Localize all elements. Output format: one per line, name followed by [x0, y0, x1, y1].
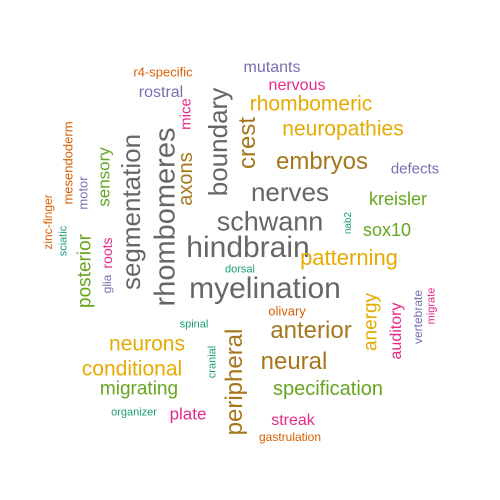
word-specification: specification — [272, 378, 384, 400]
word-hindbrain: hindbrain — [186, 231, 310, 264]
word-posterior: posterior — [74, 234, 96, 308]
word-schwann: schwann — [216, 206, 324, 237]
word-crest: crest — [234, 116, 261, 170]
word-boundary: boundary — [203, 87, 233, 197]
word-roots: roots — [99, 237, 115, 269]
word-olivary: olivary — [268, 303, 306, 319]
word-embryos: embryos — [275, 148, 369, 175]
word-sciatic: sciatic — [57, 225, 70, 257]
word-dorsal: dorsal — [225, 263, 255, 276]
word-spinal: spinal — [179, 318, 209, 331]
word-neural: neural — [260, 348, 328, 375]
word-sox10: sox10 — [362, 220, 412, 240]
word-mesendoderm: mesendoderm — [60, 121, 76, 205]
word-kreisler: kreisler — [368, 189, 428, 209]
word-migrate: migrate — [425, 287, 438, 325]
word-glia: glia — [100, 274, 114, 294]
word-defects: defects — [390, 160, 440, 178]
word-auditory: auditory — [388, 302, 405, 360]
word-vertebrate: vertebrate — [411, 289, 425, 345]
word-gastrulation: gastrulation — [258, 430, 322, 444]
word-neuropathies: neuropathies — [282, 117, 404, 141]
word-cranial: cranial — [206, 345, 219, 379]
word-anergy: anergy — [360, 292, 382, 352]
word-nerves: nerves — [250, 177, 330, 207]
word-axons: axons — [175, 152, 197, 206]
word-plate: plate — [169, 404, 207, 424]
word-nab2: nab2 — [343, 211, 354, 235]
word-anterior: anterior — [270, 317, 352, 344]
word-migrating: migrating — [99, 378, 179, 400]
word-myelination: myelination — [189, 272, 341, 305]
word-patterning: patterning — [300, 245, 398, 270]
word-neurons: neurons — [109, 332, 185, 356]
word-r4-specific: r4-specific — [133, 64, 193, 80]
word-organizer: organizer — [111, 406, 157, 419]
word-motor: motor — [75, 176, 91, 210]
word-peripheral: peripheral — [221, 328, 248, 436]
word-sensory: sensory — [94, 147, 114, 207]
word-rostral: rostral — [138, 84, 184, 101]
word-rhombomeric: rhombomeric — [249, 92, 373, 116]
word-conditional: conditional — [81, 357, 183, 381]
word-segmentation: segmentation — [116, 133, 146, 291]
word-nervous: nervous — [268, 77, 326, 94]
word-streak: streak — [271, 412, 315, 429]
word-zinc-finger: zinc-finger — [41, 194, 55, 250]
word-mutants: mutants — [243, 59, 301, 76]
word-mice: mice — [177, 98, 195, 130]
